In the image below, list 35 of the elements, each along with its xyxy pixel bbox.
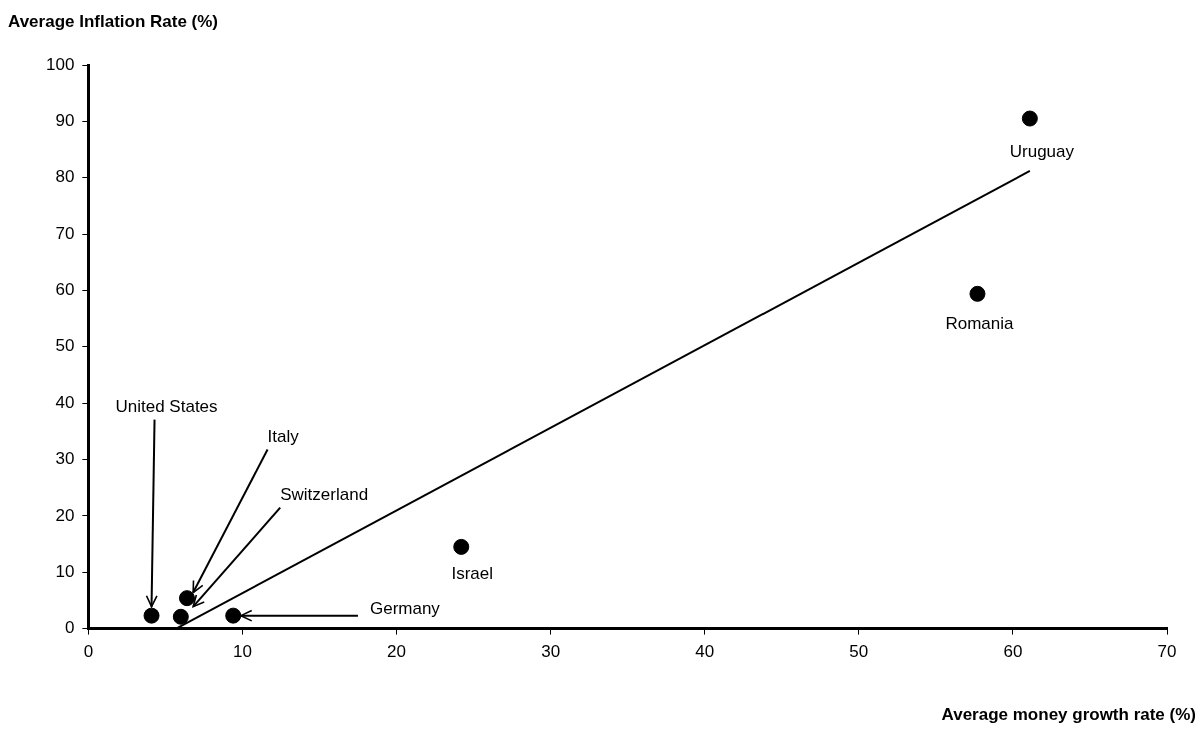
y-tick-label: 50 xyxy=(55,336,75,356)
point xyxy=(178,590,195,607)
y-tick-label: 80 xyxy=(55,167,75,187)
annotation: Germany xyxy=(369,599,441,619)
y-tick-label: 0 xyxy=(64,618,75,638)
y-tick-label: 90 xyxy=(55,111,75,131)
x-tick-label: 10 xyxy=(232,642,252,662)
point xyxy=(143,607,160,624)
y-tick-label: 10 xyxy=(55,561,75,581)
y-tick-label: 100 xyxy=(45,54,75,74)
x-axis-title: Average money growth rate (%) xyxy=(941,704,1196,724)
annotation: Romania xyxy=(945,313,1015,333)
x-tick-label: 40 xyxy=(695,642,715,662)
y-axis-title: Average Inflation Rate (%) xyxy=(8,11,219,31)
annotation: Switzerland xyxy=(280,485,369,505)
x-tick-label: 70 xyxy=(1157,642,1177,662)
point xyxy=(225,607,242,624)
point xyxy=(453,538,470,555)
x-tick-label: 20 xyxy=(387,642,407,662)
x-tick-label: 50 xyxy=(849,642,869,662)
y-tick-label: 40 xyxy=(55,392,75,412)
y-tick-label: 60 xyxy=(55,280,75,300)
x-tick-label: 0 xyxy=(83,642,94,662)
x-tick-label: 30 xyxy=(541,642,561,662)
x-tick-label: 60 xyxy=(1003,642,1023,662)
point xyxy=(1021,110,1038,127)
y-tick-label: 70 xyxy=(55,223,75,243)
annotation: Israel xyxy=(451,563,494,583)
annotation: Italy xyxy=(267,427,300,447)
annotation: United States xyxy=(115,397,218,417)
y-tick-label: 20 xyxy=(55,505,75,525)
point xyxy=(172,608,189,625)
y-tick-label: 30 xyxy=(55,449,75,469)
annotation: Uruguay xyxy=(1009,142,1075,162)
point xyxy=(969,285,986,302)
